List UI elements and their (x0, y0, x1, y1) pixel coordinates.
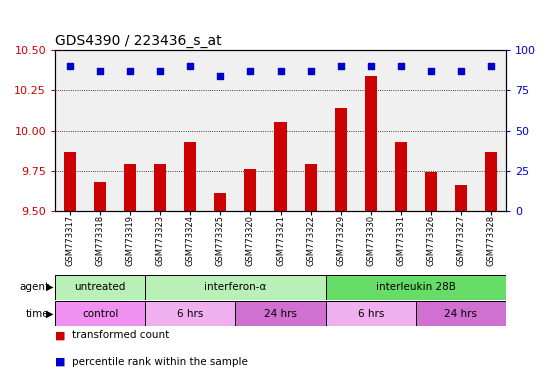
Text: GDS4390 / 223436_s_at: GDS4390 / 223436_s_at (55, 33, 222, 48)
Bar (94, 182, 106, 211)
Bar (326, 275, 506, 300)
Bar (326, 301, 416, 326)
Bar (235, 301, 326, 326)
Bar (214, 194, 227, 211)
Point (186, 63, 195, 69)
Text: 24 hrs: 24 hrs (444, 309, 477, 319)
Bar (184, 142, 196, 211)
Text: GSM773323: GSM773323 (156, 215, 165, 266)
Text: interferon-α: interferon-α (204, 282, 267, 292)
Text: percentile rank within the sample: percentile rank within the sample (72, 357, 248, 367)
Text: ▶: ▶ (46, 309, 54, 319)
Text: GSM773324: GSM773324 (186, 215, 195, 266)
Text: transformed count: transformed count (72, 330, 169, 340)
Bar (124, 164, 136, 211)
Text: GSM773331: GSM773331 (396, 215, 405, 266)
Point (397, 63, 405, 69)
Point (276, 68, 285, 74)
Bar (416, 301, 506, 326)
Text: agent: agent (19, 282, 50, 292)
Bar (365, 76, 377, 211)
Text: GSM773322: GSM773322 (306, 215, 315, 266)
Bar (64, 152, 76, 211)
Text: time: time (26, 309, 50, 319)
Text: GSM773326: GSM773326 (426, 215, 436, 266)
Text: 6 hrs: 6 hrs (358, 309, 384, 319)
Text: GSM773325: GSM773325 (216, 215, 225, 266)
Text: ▶: ▶ (46, 282, 54, 292)
Text: GSM773317: GSM773317 (65, 215, 75, 266)
Bar (334, 108, 346, 211)
Point (456, 68, 465, 74)
Text: GSM773318: GSM773318 (96, 215, 104, 266)
Text: GSM773329: GSM773329 (336, 215, 345, 266)
Text: GSM773330: GSM773330 (366, 215, 375, 266)
Bar (425, 172, 437, 211)
Bar (305, 164, 317, 211)
Point (336, 63, 345, 69)
Text: control: control (82, 309, 118, 319)
Bar (395, 142, 407, 211)
Text: interleukin 28B: interleukin 28B (376, 282, 456, 292)
Text: untreated: untreated (74, 282, 126, 292)
Bar (154, 164, 166, 211)
Text: GSM773321: GSM773321 (276, 215, 285, 266)
Bar (455, 185, 467, 211)
Text: 24 hrs: 24 hrs (264, 309, 297, 319)
Point (487, 63, 496, 69)
Text: ■: ■ (55, 357, 65, 367)
Point (426, 68, 435, 74)
Point (156, 68, 164, 74)
Text: 6 hrs: 6 hrs (177, 309, 204, 319)
Text: GSM773320: GSM773320 (246, 215, 255, 266)
Point (306, 68, 315, 74)
Text: GSM773327: GSM773327 (456, 215, 465, 266)
Bar (274, 122, 287, 211)
Text: ■: ■ (55, 330, 65, 340)
Point (366, 63, 375, 69)
Bar (145, 275, 326, 300)
Bar (55, 301, 145, 326)
Point (216, 73, 225, 79)
Point (96, 68, 104, 74)
Bar (55, 275, 145, 300)
Text: GSM773328: GSM773328 (486, 215, 496, 266)
Bar (244, 169, 256, 211)
Bar (485, 152, 497, 211)
Text: GSM773319: GSM773319 (125, 215, 135, 266)
Point (246, 68, 255, 74)
Bar (145, 301, 235, 326)
Point (65, 63, 74, 69)
Point (126, 68, 135, 74)
